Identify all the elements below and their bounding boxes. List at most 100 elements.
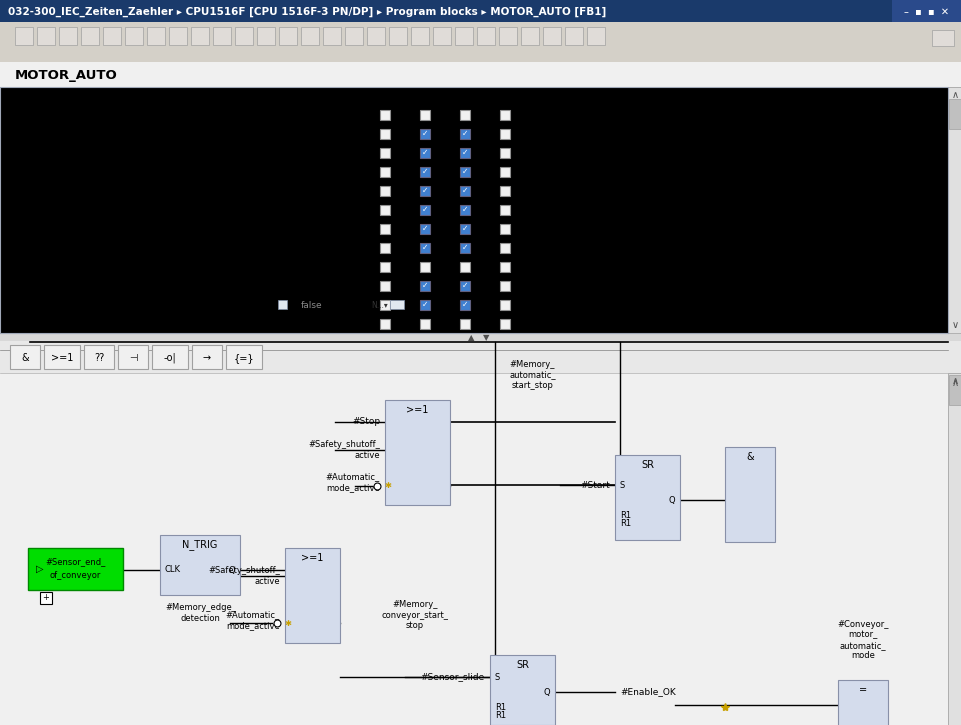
Text: Bool: Bool <box>219 168 238 177</box>
Text: IEC_Timer_overrun: IEC_Timer_overrun <box>72 187 157 196</box>
Bar <box>500 186 509 196</box>
Text: false: false <box>294 263 315 272</box>
Text: Memory used for edge detection: Memory used for edge detection <box>529 168 677 177</box>
Bar <box>0 0 961 22</box>
Text: #Memory_
conveyor_start_
stop: #Memory_ conveyor_start_ stop <box>382 600 448 630</box>
Text: Bool: Bool <box>219 130 238 139</box>
Bar <box>380 281 389 291</box>
Bar <box>0 87 947 333</box>
Bar <box>586 27 604 45</box>
Bar <box>389 300 404 309</box>
Text: Non-r...: Non-r... <box>369 244 399 253</box>
Bar <box>32 318 43 329</box>
Bar <box>947 87 961 333</box>
Bar <box>0 219 947 238</box>
Bar <box>0 162 947 181</box>
Text: Comment: Comment <box>650 93 694 102</box>
Bar <box>345 27 362 45</box>
Bar <box>380 223 389 233</box>
Text: 4: 4 <box>12 111 16 120</box>
Bar <box>500 109 509 120</box>
Text: ∨: ∨ <box>950 320 957 330</box>
Bar <box>147 27 165 45</box>
Bar <box>0 124 947 143</box>
Bar <box>380 204 389 215</box>
Text: Bool: Bool <box>219 301 238 310</box>
Bar <box>59 27 77 45</box>
Text: ✓: ✓ <box>461 129 468 138</box>
Bar <box>420 128 430 138</box>
Text: ✓: ✓ <box>421 186 428 195</box>
Bar <box>614 455 679 540</box>
Bar <box>125 27 143 45</box>
Text: 032-300_IEC_Zeiten_Zaehler ▸ CPU1516F [CPU 1516F-3 PN/DP] ▸ Program blocks ▸ MOT: 032-300_IEC_Zeiten_Zaehler ▸ CPU1516F [C… <box>8 7 605 17</box>
Text: –  ▪  ▪  ✕: – ▪ ▪ ✕ <box>903 7 948 17</box>
Bar <box>380 167 389 176</box>
Text: Default ...: Default ... <box>305 93 350 102</box>
Text: false: false <box>294 168 315 177</box>
Text: ▼: ▼ <box>45 321 51 328</box>
Bar <box>500 223 509 233</box>
Bar <box>32 128 43 139</box>
Bar <box>0 87 947 105</box>
Bar <box>0 22 961 62</box>
Text: Q: Q <box>86 301 93 310</box>
Bar <box>725 447 775 542</box>
Bar <box>160 535 239 595</box>
Bar <box>323 27 340 45</box>
Bar <box>931 30 953 46</box>
Text: N_TRIG: N_TRIG <box>183 539 217 550</box>
Text: R1: R1 <box>495 703 505 711</box>
Text: S: S <box>495 673 500 682</box>
Bar <box>279 27 297 45</box>
Text: Non-r...: Non-r... <box>369 187 399 196</box>
Text: >=1: >=1 <box>301 553 323 563</box>
Bar <box>84 345 114 369</box>
Text: ✓: ✓ <box>461 224 468 233</box>
Text: ✓: ✓ <box>461 243 468 252</box>
Bar <box>410 27 429 45</box>
Text: &: & <box>21 353 29 363</box>
Text: Retain: Retain <box>370 93 399 102</box>
Bar <box>420 167 430 176</box>
Bar <box>500 204 509 215</box>
Bar <box>32 299 43 310</box>
Text: ▼: ▼ <box>482 334 489 342</box>
Text: false: false <box>294 130 315 139</box>
Bar <box>459 318 470 328</box>
Text: Memory_edge_detection: Memory_edge_detection <box>72 168 184 177</box>
Bar <box>278 300 286 309</box>
Text: 9: 9 <box>12 206 17 215</box>
Text: Non-r...: Non-r... <box>369 206 399 215</box>
Text: #Conveyor_
motor_
automatic_
mode: #Conveyor_ motor_ automatic_ mode <box>836 620 888 660</box>
Text: IEC_TIMER: IEC_TIMER <box>219 187 265 196</box>
Text: #Memory_
automatic_
start_stop: #Memory_ automatic_ start_stop <box>508 360 555 390</box>
Text: Time: Time <box>219 244 241 253</box>
Text: N...▾: N...▾ <box>371 301 387 310</box>
Bar <box>380 262 389 271</box>
Bar <box>500 318 509 328</box>
Bar <box>226 345 261 369</box>
Bar <box>500 128 509 138</box>
Text: of_conveyor: of_conveyor <box>50 571 101 581</box>
Bar <box>0 257 947 276</box>
Bar <box>489 655 554 725</box>
Bar <box>499 27 516 45</box>
Bar <box>0 105 947 124</box>
Text: #Safety_shutoff_
active: #Safety_shutoff_ active <box>208 566 280 586</box>
Bar <box>500 147 509 157</box>
Text: ✓: ✓ <box>421 224 428 233</box>
Bar <box>257 27 275 45</box>
Bar <box>118 345 148 369</box>
Bar <box>0 62 961 87</box>
Text: Non-r...: Non-r... <box>369 263 399 272</box>
Text: Non-r...: Non-r... <box>369 282 399 291</box>
Bar <box>837 680 887 725</box>
Bar <box>564 27 582 45</box>
Text: ▷: ▷ <box>37 564 43 574</box>
Text: +: + <box>42 594 49 602</box>
Text: ✱: ✱ <box>283 618 290 628</box>
Bar <box>15 27 33 45</box>
Bar <box>0 295 947 314</box>
Bar <box>103 27 121 45</box>
